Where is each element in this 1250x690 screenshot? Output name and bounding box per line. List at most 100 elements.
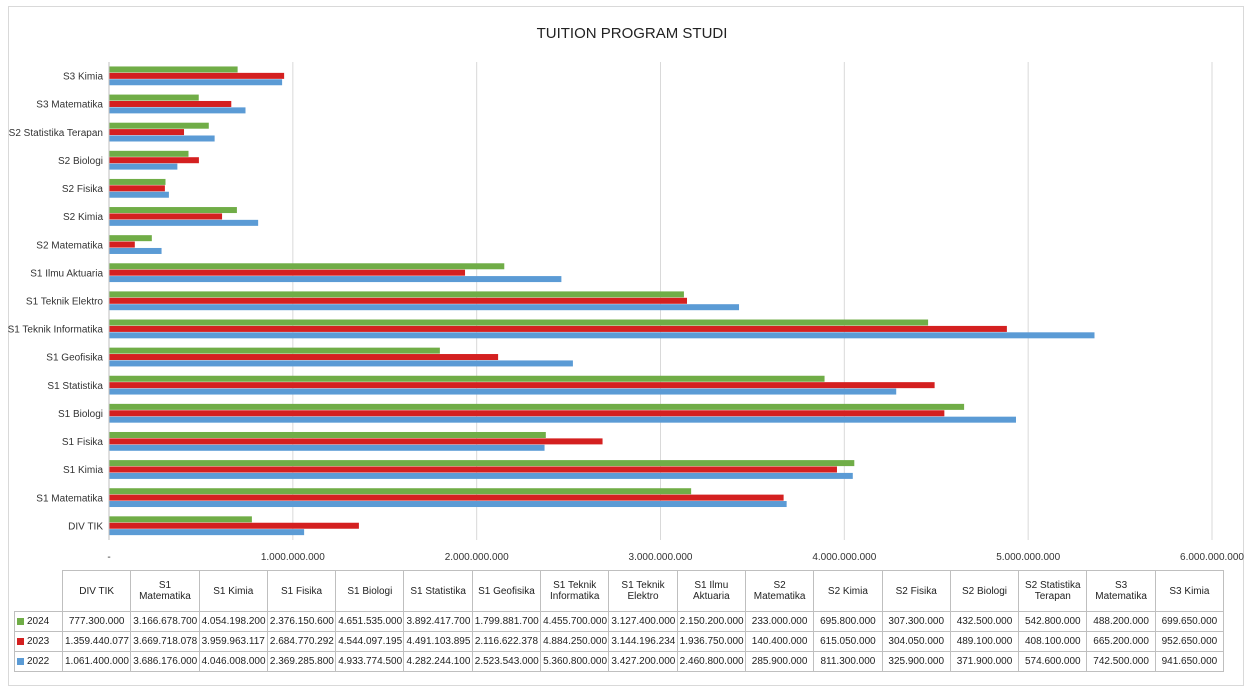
bar-2023 — [109, 157, 199, 164]
legend-entry: 2024 — [14, 611, 63, 632]
bar-2024 — [109, 375, 825, 382]
table-cell: 432.500.000 — [949, 611, 1020, 632]
y-category-label: S2 Biologi — [58, 156, 103, 167]
bar-2023 — [109, 185, 165, 192]
table-cell: 941.650.000 — [1154, 651, 1225, 672]
bar-2022 — [109, 276, 562, 283]
bar-2022 — [109, 444, 545, 451]
legend-swatch — [17, 657, 24, 665]
data-table: DIV TIK S1 Matematika S1 Kimia S1 Fisika S1 … — [14, 570, 1225, 672]
bar-2022 — [109, 529, 305, 536]
table-cell: 488.200.000 — [1086, 611, 1156, 632]
table-cell: 4.544.097.195 — [335, 631, 405, 652]
table-cell: 307.300.000 — [881, 611, 951, 632]
table-cell: 2.684.770.292 — [266, 631, 337, 652]
table-cell: 542.800.000 — [1018, 611, 1088, 632]
axes: - 1.000.000.000 2.000.000.000 3.000.000.000… — [8, 62, 1244, 563]
bar-2023 — [109, 72, 285, 79]
table-cell: 3.892.417.700 — [403, 611, 473, 632]
bar-2022 — [109, 79, 283, 86]
y-category-label: S2 Kimia — [63, 212, 103, 223]
bar-2024 — [109, 66, 238, 73]
table-header-cell: S2 Matematika — [744, 570, 815, 612]
bar-2023 — [109, 522, 359, 529]
table-row: 2024 777.300.000 3.166.678.700 4.054.198.20… — [14, 611, 1225, 632]
table-cell: 371.900.000 — [949, 651, 1020, 672]
table-cell: 3.144.196.234 — [608, 631, 678, 652]
y-category-label: S1 Biologi — [58, 409, 103, 420]
bar-2024 — [109, 94, 199, 101]
x-tick-label: - — [107, 552, 110, 563]
y-category-label: S3 Matematika — [36, 100, 103, 111]
x-tick-label: 4.000.000.000 — [812, 552, 876, 563]
bar-2022 — [109, 304, 740, 311]
table-cell: 1.061.400.000 — [61, 651, 132, 672]
bar-2024 — [109, 347, 440, 354]
table-cell: 3.166.678.700 — [130, 611, 200, 632]
table-cell: 811.300.000 — [813, 651, 883, 672]
y-category-label: S1 Ilmu Aktuaria — [30, 268, 103, 279]
table-header-cell: S3 Kimia — [1154, 570, 1225, 612]
y-category-label: S1 Statistika — [47, 381, 103, 392]
table-cell: 4.933.774.500 — [335, 651, 405, 672]
chart-frame — [8, 6, 1244, 686]
bar-2022 — [109, 416, 1016, 423]
bar-2023 — [109, 382, 935, 389]
bar-2024 — [109, 488, 692, 495]
table-header-cell: S1 Teknik Elektro — [608, 570, 678, 612]
table-cell: 285.900.000 — [744, 651, 815, 672]
table-cell: 699.650.000 — [1154, 611, 1225, 632]
table-header-cell: S2 Biologi — [949, 570, 1020, 612]
bar-2022 — [109, 191, 169, 198]
y-category-label: DIV TIK — [68, 521, 103, 532]
table-header-cell: S1 Matematika — [130, 570, 200, 612]
bar-2022 — [109, 332, 1095, 339]
x-tick-label: 5.000.000.000 — [996, 552, 1060, 563]
table-header-cell: S1 Statistika — [403, 570, 473, 612]
table-cell: 3.959.963.117 — [198, 631, 268, 652]
table-header-cell: S3 Matematika — [1086, 570, 1156, 612]
bar-2022 — [109, 360, 573, 367]
table-header-cell: S1 Ilmu Aktuaria — [676, 570, 746, 612]
table-header-cell: S2 Kimia — [813, 570, 883, 612]
bar-2024 — [109, 178, 166, 185]
table-cell: 4.054.198.200 — [198, 611, 268, 632]
bar-2023 — [109, 325, 1007, 332]
bar-2022 — [109, 247, 162, 254]
table-corner-cell — [15, 571, 63, 612]
bar-2024 — [109, 460, 855, 467]
bars — [109, 66, 1095, 536]
table-header-cell: S1 Teknik Informatika — [540, 570, 610, 612]
y-category-label: S2 Fisika — [62, 184, 104, 195]
table-cell: 777.300.000 — [61, 611, 132, 632]
table-cell: 695.800.000 — [813, 611, 883, 632]
table-cell: 2.369.285.800 — [266, 651, 337, 672]
y-category-label: S2 Matematika — [36, 240, 103, 251]
bar-2024 — [109, 207, 237, 214]
table-header-cell: S1 Biologi — [335, 570, 405, 612]
y-category-label: S1 Teknik Elektro — [26, 297, 104, 308]
bar-2024 — [109, 150, 189, 157]
table-cell: 2.150.200.000 — [676, 611, 746, 632]
x-tick-label: 2.000.000.000 — [445, 552, 509, 563]
bar-2024 — [109, 319, 929, 326]
table-cell: 3.127.400.000 — [608, 611, 678, 632]
table-header-cell: S2 Statistika Terapan — [1018, 570, 1088, 612]
bar-2022 — [109, 388, 897, 395]
x-tick-label: 1.000.000.000 — [261, 552, 325, 563]
table-cell: 4.046.008.000 — [198, 651, 268, 672]
y-category-label: S1 Geofisika — [46, 353, 103, 364]
table-header-cell: S2 Fisika — [881, 570, 951, 612]
table-cell: 1.936.750.000 — [676, 631, 746, 652]
bar-2023 — [109, 129, 185, 136]
table-cell: 615.050.000 — [813, 631, 883, 652]
table-cell: 233.000.000 — [744, 611, 815, 632]
table-cell: 489.100.000 — [949, 631, 1020, 652]
legend-label: 2022 — [27, 656, 50, 667]
table-cell: 4.884.250.000 — [540, 631, 610, 652]
bar-2023 — [109, 438, 603, 445]
bar-2022 — [109, 472, 853, 479]
bar-2023 — [109, 494, 784, 501]
bar-2022 — [109, 163, 178, 170]
bar-2024 — [109, 235, 152, 242]
